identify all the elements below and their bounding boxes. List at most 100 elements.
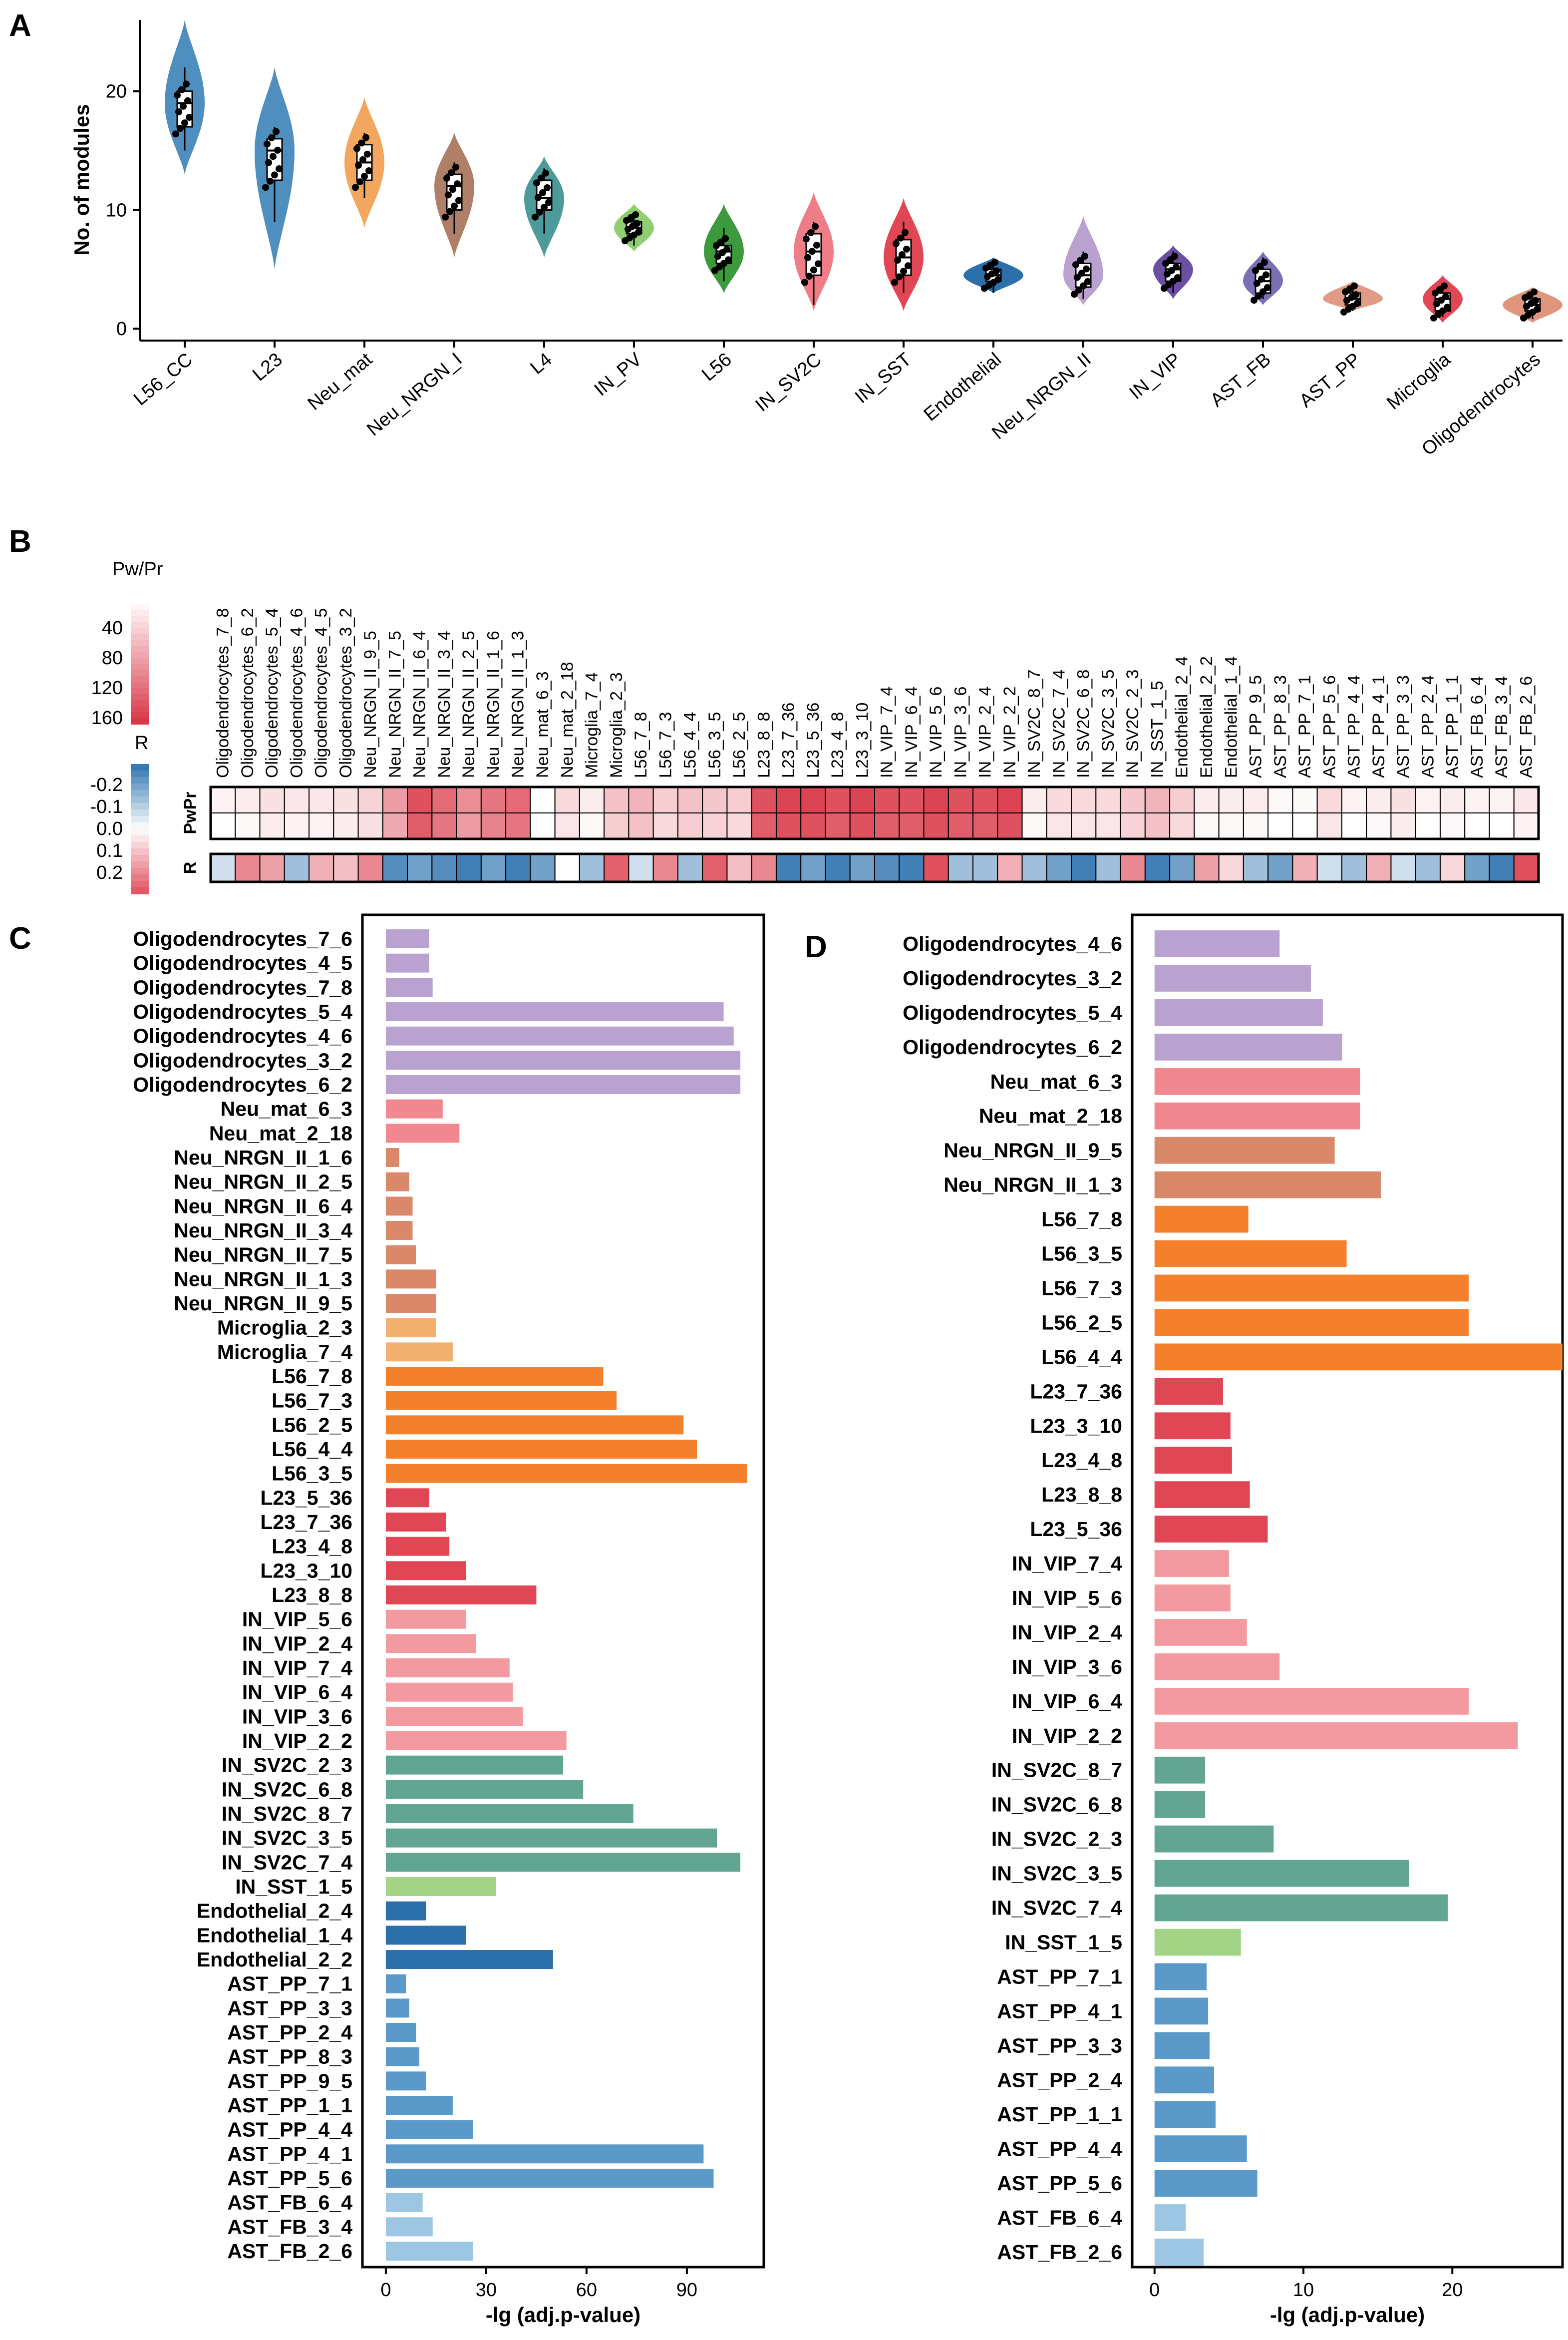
c-category-label: Endothelial_2_2 xyxy=(197,1948,352,1971)
a-y-axis-title: No. of modules xyxy=(70,104,93,255)
b-pwpr-cell xyxy=(874,812,900,839)
b-pwpr-cell xyxy=(1390,812,1416,839)
b-pwpr-cell xyxy=(382,812,408,839)
a-data-point xyxy=(1081,253,1088,260)
b-column-label: Neu_mat_2_18 xyxy=(558,662,577,778)
b-pwpr-cell xyxy=(923,786,949,813)
a-data-point xyxy=(542,169,549,177)
b-r-legend-swatch xyxy=(131,881,149,888)
b-pwpr-cell xyxy=(1144,812,1171,839)
c-category-label: Oligodendrocytes_7_8 xyxy=(133,976,352,999)
a-data-point xyxy=(454,180,461,188)
a-data-point xyxy=(807,229,814,237)
d-bar xyxy=(1154,1137,1335,1164)
d-bar xyxy=(1154,2204,1186,2231)
b-r-cell xyxy=(554,853,580,882)
d-bar xyxy=(1154,1516,1268,1543)
c-bar xyxy=(385,1294,436,1313)
c-bar xyxy=(385,929,429,948)
b-r-cell xyxy=(505,853,531,882)
b-pwpr-cell xyxy=(480,786,507,813)
a-data-point xyxy=(993,267,1000,275)
b-column-label: L23_3_10 xyxy=(853,703,872,778)
d-bar xyxy=(1154,2135,1247,2163)
c-x-tick-label: 30 xyxy=(476,2280,497,2301)
b-column-label: AST_PP_9_5 xyxy=(1247,675,1265,778)
c-bar xyxy=(385,1755,563,1775)
b-r-cell xyxy=(628,853,654,882)
a-data-point xyxy=(723,245,730,253)
b-column-label: Oligodendrocytes_6_2 xyxy=(238,608,257,778)
b-pwpr-cell xyxy=(775,786,802,813)
b-pwpr-cell xyxy=(997,812,1023,839)
a-data-point xyxy=(538,174,545,182)
b-pwpr-cell xyxy=(284,812,310,839)
a-data-point xyxy=(451,202,458,210)
c-category-label: Neu_NRGN_II_2_5 xyxy=(174,1170,352,1193)
b-pwpr-cell xyxy=(825,786,851,813)
d-bar xyxy=(1154,1378,1223,1405)
b-pwpr-legend-swatch xyxy=(131,634,149,641)
c-category-label: Oligodendrocytes_7_6 xyxy=(133,927,352,950)
b-column-label: AST_FB_2_6 xyxy=(1517,676,1536,778)
b-r-cell xyxy=(284,853,310,882)
b-pwpr-cell xyxy=(1095,812,1121,839)
b-r-cell xyxy=(677,853,703,882)
b-r-legend-tick: -0.1 xyxy=(90,796,123,817)
b-pwpr-cell xyxy=(1316,786,1342,813)
b-pwpr-legend-tick: 40 xyxy=(102,618,123,639)
c-bar xyxy=(385,1051,741,1070)
d-bar xyxy=(1154,1963,1207,1990)
b-r-cell xyxy=(333,853,359,882)
b-pwpr-cell xyxy=(382,786,408,813)
a-x-tick-label: IN_VIP xyxy=(1126,349,1185,404)
a-data-point xyxy=(1078,269,1085,277)
d-category-label: IN_VIP_6_4 xyxy=(1012,1690,1122,1713)
c-category-label: IN_SST_1_5 xyxy=(235,1875,352,1898)
b-r-legend-swatch xyxy=(131,835,149,842)
b-pwpr-cell xyxy=(505,812,531,839)
b-r-cell xyxy=(1243,853,1269,882)
panel-b-letter: B xyxy=(9,524,31,559)
a-x-tick-label: L56 xyxy=(698,349,736,386)
c-category-label: L56_2_5 xyxy=(272,1413,352,1436)
b-r-cell xyxy=(726,853,752,882)
a-data-point xyxy=(803,235,810,243)
a-data-point xyxy=(172,130,179,138)
a-data-point xyxy=(267,177,274,185)
a-data-point xyxy=(1259,288,1266,296)
b-pwpr-cell xyxy=(505,786,531,813)
c-category-label: Microglia_2_3 xyxy=(217,1316,352,1339)
b-pwpr-cell xyxy=(652,812,678,839)
b-column-label: Neu_mat_6_3 xyxy=(533,671,552,778)
b-pwpr-cell xyxy=(579,812,605,839)
c-x-tick-label: 0 xyxy=(380,2280,391,2301)
d-category-label: AST_PP_5_6 xyxy=(997,2172,1122,2195)
b-r-cell xyxy=(825,853,851,882)
a-data-point xyxy=(1444,304,1451,311)
d-bar xyxy=(1154,1825,1274,1853)
d-category-label: IN_SV2C_7_4 xyxy=(991,1897,1122,1920)
a-data-point xyxy=(1442,293,1449,301)
c-bar xyxy=(385,1440,697,1459)
b-r-cell xyxy=(1071,853,1097,882)
a-data-point xyxy=(994,276,1001,283)
b-pwpr-legend-swatch xyxy=(131,718,149,725)
b-r-legend-swatch xyxy=(131,809,149,816)
b-pwpr-cell xyxy=(1120,786,1146,813)
a-data-point xyxy=(544,184,551,192)
b-pwpr-cell xyxy=(1513,786,1539,813)
c-bar xyxy=(385,1537,450,1556)
b-pwpr-legend-swatch xyxy=(131,664,149,671)
b-r-cell xyxy=(309,853,334,882)
d-bar xyxy=(1154,1205,1249,1233)
a-data-point xyxy=(265,159,272,166)
b-pwpr-cell xyxy=(628,812,654,839)
a-data-point xyxy=(448,169,455,176)
b-pwpr-cell xyxy=(1169,786,1195,813)
d-category-label: L23_7_36 xyxy=(1030,1380,1122,1403)
a-data-point xyxy=(361,173,368,180)
c-category-label: Oligodendrocytes_3_2 xyxy=(133,1049,352,1072)
a-data-point xyxy=(536,208,543,216)
